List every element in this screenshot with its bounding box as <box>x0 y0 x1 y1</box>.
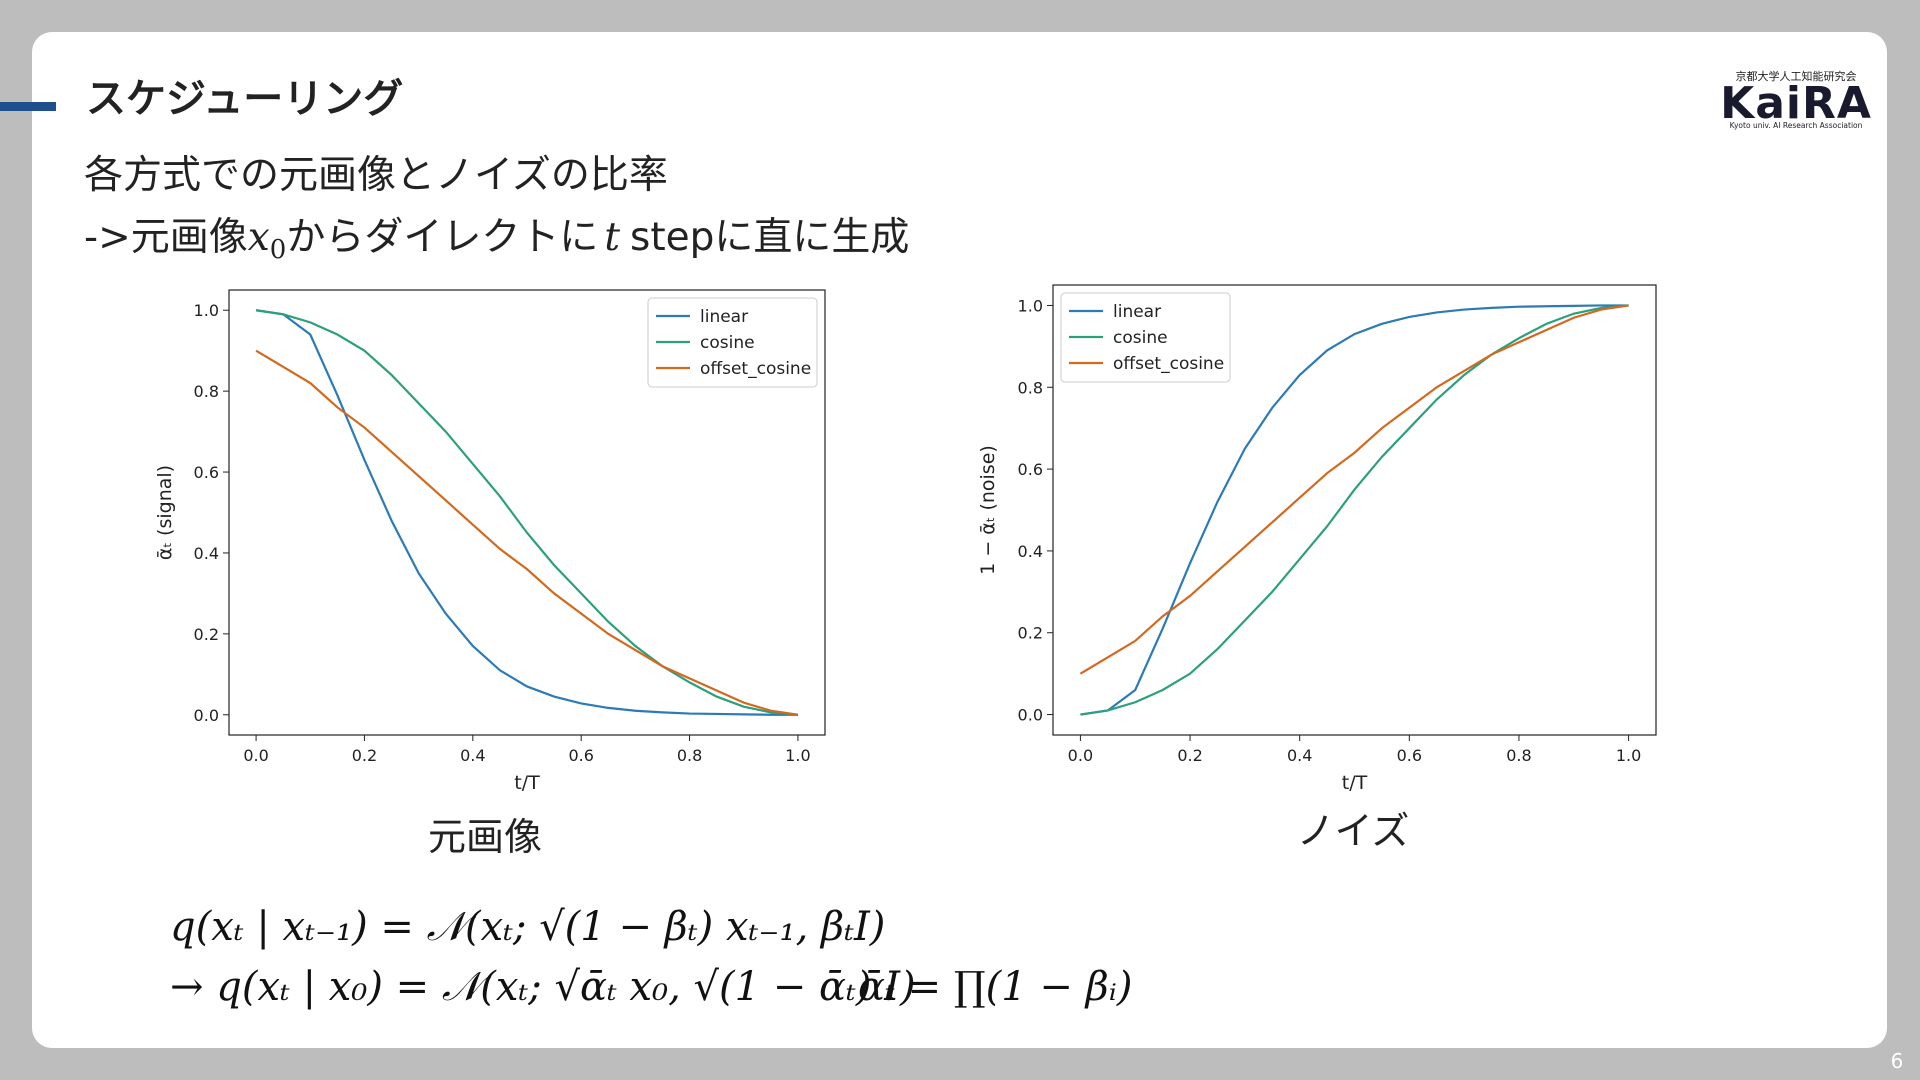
x-tick-label: 1.0 <box>1616 746 1641 765</box>
caption: 元画像 <box>428 815 542 859</box>
text-line: 各方式での元画像とノイズの比率 <box>84 153 668 198</box>
series-line <box>255 349 799 716</box>
y-tick-label: 0.4 <box>1018 542 1043 561</box>
x-tick-label: 0.4 <box>1287 746 1312 765</box>
legend-box <box>1060 292 1231 383</box>
formula: q(xₜ | xₜ₋₁) = 𝒩(xₜ; √(1 − βₜ) xₜ₋₁, βₜI… <box>170 904 885 950</box>
slide-title: スケジューリング <box>86 76 403 122</box>
text-line: ->元画像x0からダイレクトに t stepに直に生成 <box>84 215 909 265</box>
y-tick-label: 0.4 <box>194 544 219 563</box>
y-tick-label: 0.8 <box>1018 378 1043 397</box>
x-tick-label: 0.8 <box>677 746 702 765</box>
x-tick-label: 0.4 <box>460 746 485 765</box>
plot-frame <box>1052 284 1657 736</box>
y-tick-label: 0.2 <box>1018 624 1043 643</box>
x-tick-label: 0.6 <box>1397 746 1422 765</box>
legend-label: offset_cosine <box>1113 354 1224 374</box>
title-bar <box>0 102 56 111</box>
page-number: 6 <box>1891 1049 1904 1073</box>
text: ->元画像 <box>84 215 248 260</box>
y-tick-label: 0.2 <box>194 625 219 644</box>
y-axis-label: 1 − ᾱₜ (noise) <box>977 445 999 575</box>
y-tick-label: 0.0 <box>194 706 219 725</box>
y-tick-label: 1.0 <box>194 301 219 320</box>
caption: ノイズ <box>1297 809 1410 853</box>
math-var: x <box>248 215 270 260</box>
formula: → q(xₜ | x₀) = 𝒩(xₜ; √ᾱₜ x₀, √(1 − ᾱₜ) I… <box>170 964 916 1010</box>
plot-frame <box>228 289 826 736</box>
text: からダイレクトに <box>286 215 598 260</box>
logo-text: 京都大学人工知能研究会 <box>1736 69 1857 83</box>
math-var: t <box>604 215 620 260</box>
x-tick-label: 0.0 <box>243 746 268 765</box>
legend-label: linear <box>700 307 748 327</box>
math-sub: 0 <box>270 235 287 265</box>
legend-box <box>647 297 818 388</box>
logo-text: Kyoto univ. AI Research Association <box>1730 121 1863 130</box>
series-line <box>1080 304 1629 716</box>
legend-label: cosine <box>700 333 755 353</box>
series-line <box>255 309 798 716</box>
x-tick-label: 1.0 <box>785 746 810 765</box>
text: stepに直に生成 <box>630 215 909 260</box>
x-tick-label: 0.2 <box>352 746 377 765</box>
series-line <box>1080 304 1629 716</box>
y-tick-label: 0.6 <box>194 463 219 482</box>
y-tick-label: 0.0 <box>1018 706 1043 725</box>
series-line <box>255 309 799 716</box>
x-axis-label: t/T <box>514 772 540 794</box>
legend-label: linear <box>1113 302 1161 322</box>
slide-card <box>32 32 1887 1048</box>
y-axis-label: ᾱₜ (signal) <box>154 465 176 560</box>
x-tick-label: 0.2 <box>1177 746 1202 765</box>
series-line <box>1079 304 1629 675</box>
y-tick-label: 0.8 <box>194 382 219 401</box>
legend-label: cosine <box>1113 328 1168 348</box>
legend-label: offset_cosine <box>700 359 811 379</box>
x-tick-label: 0.6 <box>568 746 593 765</box>
logo: KaiRA <box>1720 78 1872 129</box>
x-tick-label: 0.0 <box>1068 746 1093 765</box>
y-tick-label: 1.0 <box>1018 296 1043 315</box>
x-tick-label: 0.8 <box>1506 746 1531 765</box>
formula: ᾱₜ = ∏(1 − βᵢ) <box>858 964 1132 1010</box>
x-axis-label: t/T <box>1342 772 1368 794</box>
y-tick-label: 0.6 <box>1018 460 1043 479</box>
